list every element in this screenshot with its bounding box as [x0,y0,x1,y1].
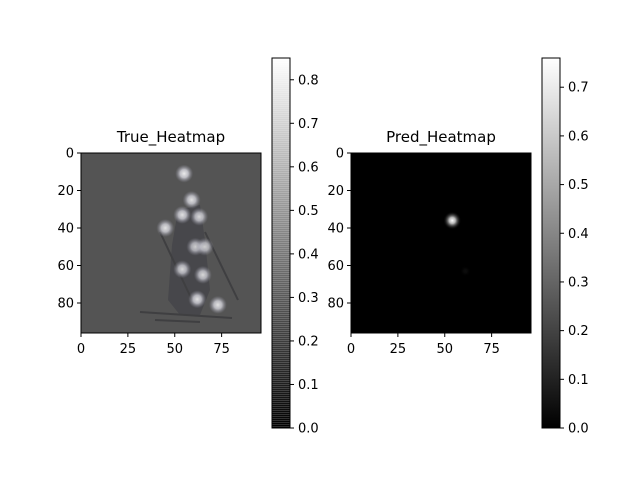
colorbar-tick-label: 0.0 [568,422,589,437]
colorbar-tick-label: 0.2 [568,324,589,339]
x-tick-label: 50 [166,342,183,357]
colorbar-pred-gradient [542,58,560,428]
pred-axes-frame [350,152,532,334]
heatmap-peak [195,237,214,256]
panel-pred: 0 25 50 75 0 20 40 60 80 [327,147,532,357]
colorbar-tick-label: 0.1 [298,378,319,393]
pred-x-axis: 0 25 50 75 [347,333,500,357]
x-tick-label: 25 [120,342,137,357]
heatmap-peak [156,219,175,237]
pred-heatmap-image [351,153,531,333]
pred-y-axis: 0 20 40 60 80 [327,147,351,312]
true-y-axis: 0 20 40 60 80 [57,147,81,312]
heatmap-peak [459,265,471,277]
heatmap-peak [193,265,212,284]
y-tick-label: 20 [57,184,74,199]
colorbar-true: 0.0 0.1 0.2 0.3 0.4 0.5 0.6 0.7 0.8 [271,57,319,437]
colorbar-tick-label: 0.8 [298,73,319,88]
colorbar-tick-label: 0.4 [568,227,589,242]
heatmap-peak [175,164,194,183]
colorbar-true-ticks: 0.0 0.1 0.2 0.3 0.4 0.5 0.6 0.7 0.8 [290,73,319,437]
y-tick-label: 60 [327,259,344,274]
y-tick-label: 60 [57,259,74,274]
heatmap-peak [190,207,209,226]
colorbar-tick-label: 0.6 [568,129,589,144]
heatmap-peak [443,211,462,230]
colorbar-tick-label: 0.5 [298,204,319,219]
y-tick-label: 80 [57,297,74,312]
true-heatmap-title: True_Heatmap [116,128,226,146]
x-tick-label: 75 [213,342,230,357]
x-tick-label: 0 [77,342,85,357]
pred-heatmap-title: Pred_Heatmap [386,128,496,146]
true-heatmap-image [81,153,261,333]
heatmap-peak [182,190,201,209]
colorbar-tick-label: 0.4 [298,247,319,262]
y-tick-label: 80 [327,297,344,312]
y-tick-label: 40 [57,222,74,237]
colorbar-tick-label: 0.7 [298,117,319,132]
colorbar-tick-label: 0.6 [298,160,319,175]
y-tick-label: 0 [66,147,74,162]
y-tick-label: 0 [336,147,344,162]
x-tick-label: 25 [390,342,407,357]
colorbar-tick-label: 0.0 [298,422,319,437]
x-tick-label: 0 [347,342,355,357]
colorbar-tick-label: 0.1 [568,373,589,388]
heatmap-peak [173,260,192,279]
heatmap-peak [188,290,207,309]
true-x-axis: 0 25 50 75 [77,333,230,357]
pred-peaks [443,211,471,277]
panel-true: 0 25 50 75 0 20 40 60 80 [57,147,262,357]
true-peaks [156,164,227,314]
heatmap-peak [208,295,227,314]
colorbar-tick-label: 0.2 [298,334,319,349]
colorbar-tick-label: 0.3 [298,291,319,306]
colorbar-tick-label: 0.3 [568,275,589,290]
colorbar-tick-label: 0.5 [568,178,589,193]
x-tick-label: 50 [436,342,453,357]
colorbar-pred-ticks: 0.0 0.1 0.2 0.3 0.4 0.5 0.6 0.7 [560,81,589,437]
true-axes-frame [80,152,262,334]
heatmap-peak [173,205,192,224]
y-tick-label: 20 [327,184,344,199]
y-tick-label: 40 [327,222,344,237]
colorbar-tick-label: 0.7 [568,81,589,96]
x-tick-label: 75 [483,342,500,357]
colorbar-pred: 0.0 0.1 0.2 0.3 0.4 0.5 0.6 0.7 [541,57,589,437]
